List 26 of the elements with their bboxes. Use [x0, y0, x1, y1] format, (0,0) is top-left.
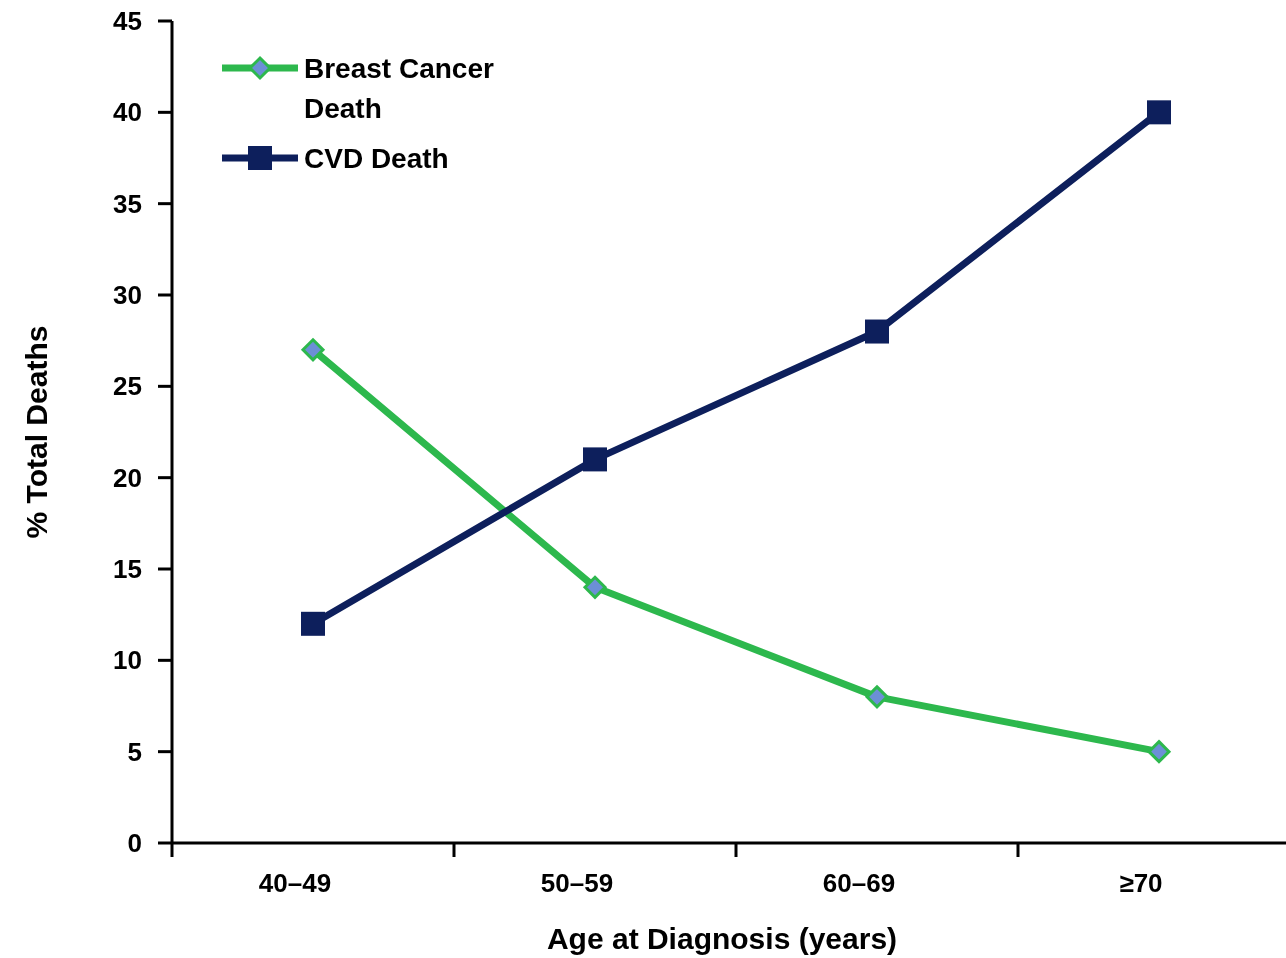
point — [1147, 100, 1171, 125]
y-tick-label: 45 — [113, 6, 142, 37]
y-tick-label: 20 — [113, 462, 142, 493]
point — [865, 319, 889, 344]
x-axis-title: Age at Diagnosis (years) — [546, 921, 898, 955]
x-tick-label: 40–49 — [258, 868, 332, 899]
point — [301, 338, 325, 362]
y-axis-title: % Total Deaths — [19, 325, 53, 539]
y-tick-label: 15 — [113, 554, 142, 585]
legend-label: Breast Cancer Death — [304, 52, 494, 124]
y-tick-label: 5 — [127, 736, 142, 767]
y-tick-label: 35 — [113, 188, 142, 219]
y-tick-label: 0 — [127, 828, 142, 859]
point — [301, 611, 325, 636]
y-tick-label: 40 — [113, 97, 142, 128]
y-tick-label: 10 — [113, 645, 142, 676]
x-tick-label: 60–69 — [822, 868, 896, 899]
point — [583, 575, 607, 599]
y-tick-label: 25 — [113, 371, 142, 402]
y-tick-label: 30 — [113, 280, 142, 311]
point — [583, 447, 607, 472]
x-tick-label: ≥70 — [1119, 868, 1163, 899]
legend-label: CVD Death — [304, 142, 449, 174]
x-tick-label: 50–59 — [540, 868, 614, 899]
point — [865, 685, 889, 709]
point — [1147, 740, 1171, 764]
